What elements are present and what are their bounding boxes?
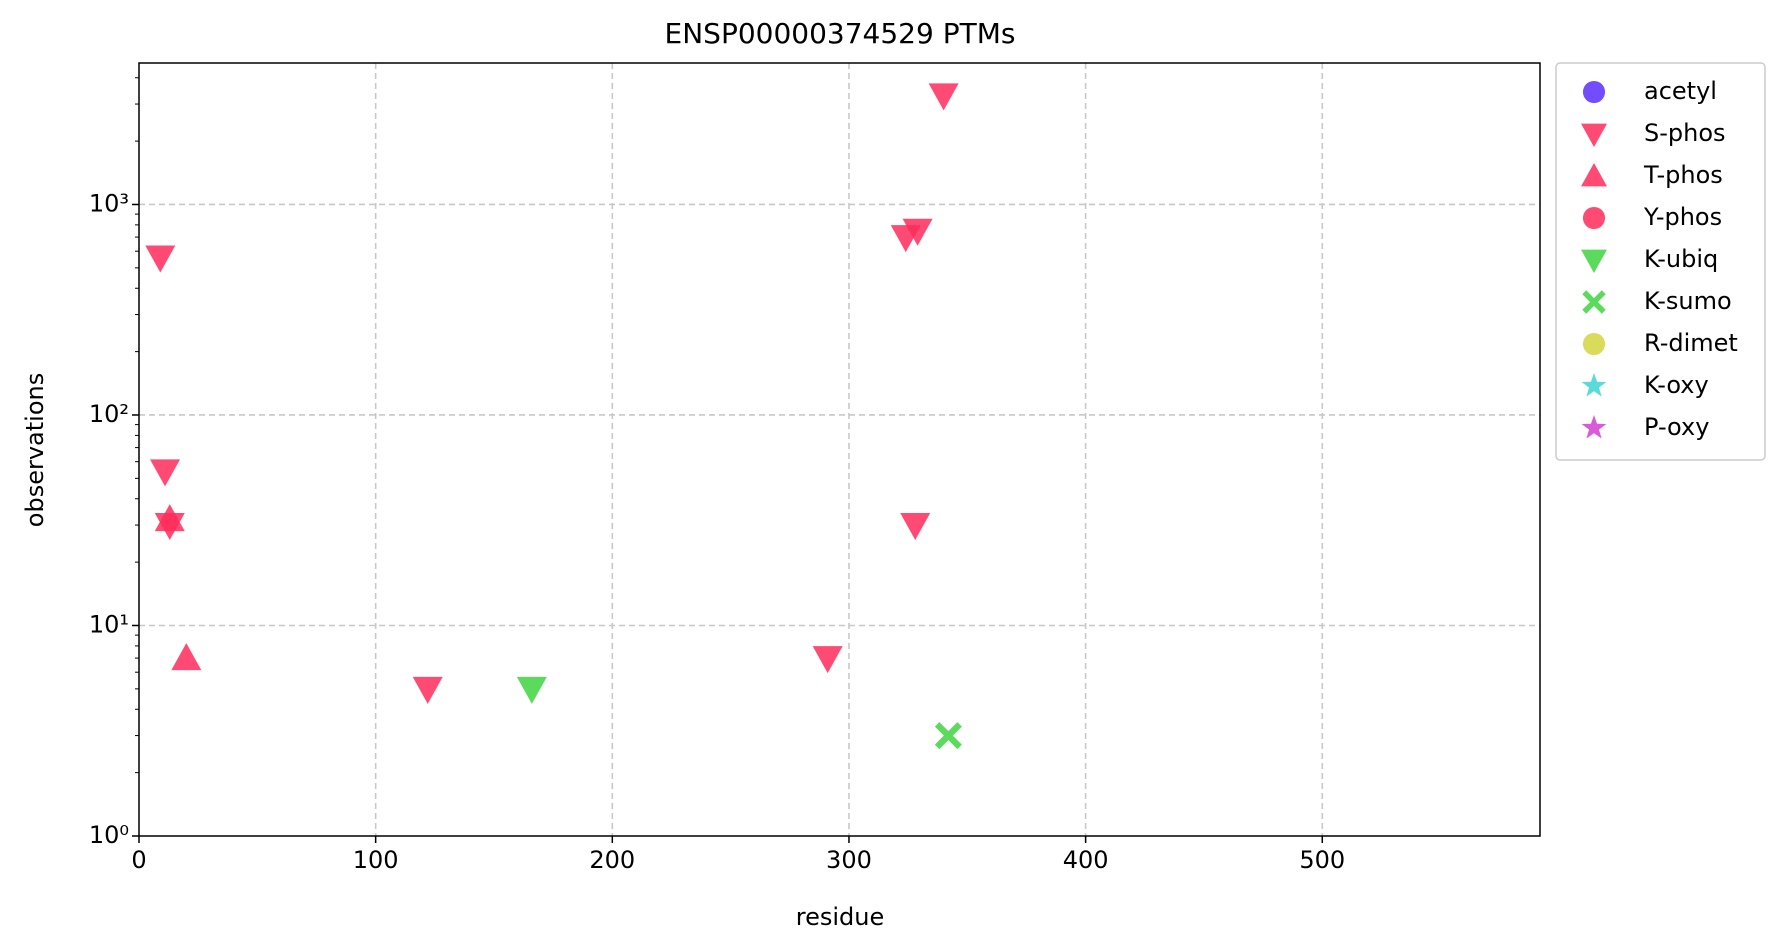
legend-label: K-sumo — [1644, 287, 1732, 315]
marker — [145, 245, 176, 273]
chart-title: ENSP00000374529 PTMs — [665, 17, 1016, 50]
legend-frame — [1555, 62, 1766, 461]
marker — [154, 504, 185, 532]
legend-marker — [1582, 80, 1606, 104]
plot-frame — [138, 62, 1541, 837]
legend-label: Y-phos — [1643, 203, 1722, 231]
x-tick-label: 300 — [826, 846, 872, 874]
x-tick-label: 0 — [131, 846, 146, 874]
x-tick-label: 400 — [1063, 846, 1109, 874]
legend-label: R-dimet — [1644, 329, 1738, 357]
legend-marker — [1581, 415, 1607, 439]
legend-marker — [1581, 249, 1607, 273]
y-tick-label: 10² — [89, 400, 129, 428]
y-tick-label: 10³ — [89, 189, 129, 217]
legend-label: P-oxy — [1644, 413, 1709, 441]
marker — [516, 676, 547, 704]
y-tick-label: 10⁰ — [89, 821, 129, 849]
x-tick-label: 500 — [1299, 846, 1345, 874]
legend-marker — [1581, 123, 1607, 147]
legend-marker — [1581, 373, 1607, 397]
legend-marker — [1582, 290, 1606, 314]
marker — [412, 676, 443, 704]
marker — [900, 513, 931, 541]
x-tick-label: 100 — [353, 846, 399, 874]
marker — [812, 646, 843, 674]
legend-label: K-oxy — [1644, 371, 1709, 399]
legend-label: T-phos — [1643, 161, 1723, 189]
marker — [150, 459, 181, 487]
legend-label: K-ubiq — [1644, 245, 1718, 273]
x-axis-label: residue — [796, 903, 885, 931]
legend-marker — [1582, 206, 1606, 230]
legend-label: acetyl — [1644, 77, 1717, 105]
x-tick-label: 200 — [589, 846, 635, 874]
y-tick-label: 10¹ — [89, 610, 129, 638]
marker — [902, 218, 933, 246]
legend-label: S-phos — [1644, 119, 1726, 147]
legend-marker — [1582, 332, 1606, 356]
legend-marker — [1581, 163, 1607, 187]
marker — [171, 643, 202, 671]
y-axis-label: observations — [21, 373, 49, 527]
marker — [928, 83, 959, 111]
marker — [934, 722, 962, 750]
